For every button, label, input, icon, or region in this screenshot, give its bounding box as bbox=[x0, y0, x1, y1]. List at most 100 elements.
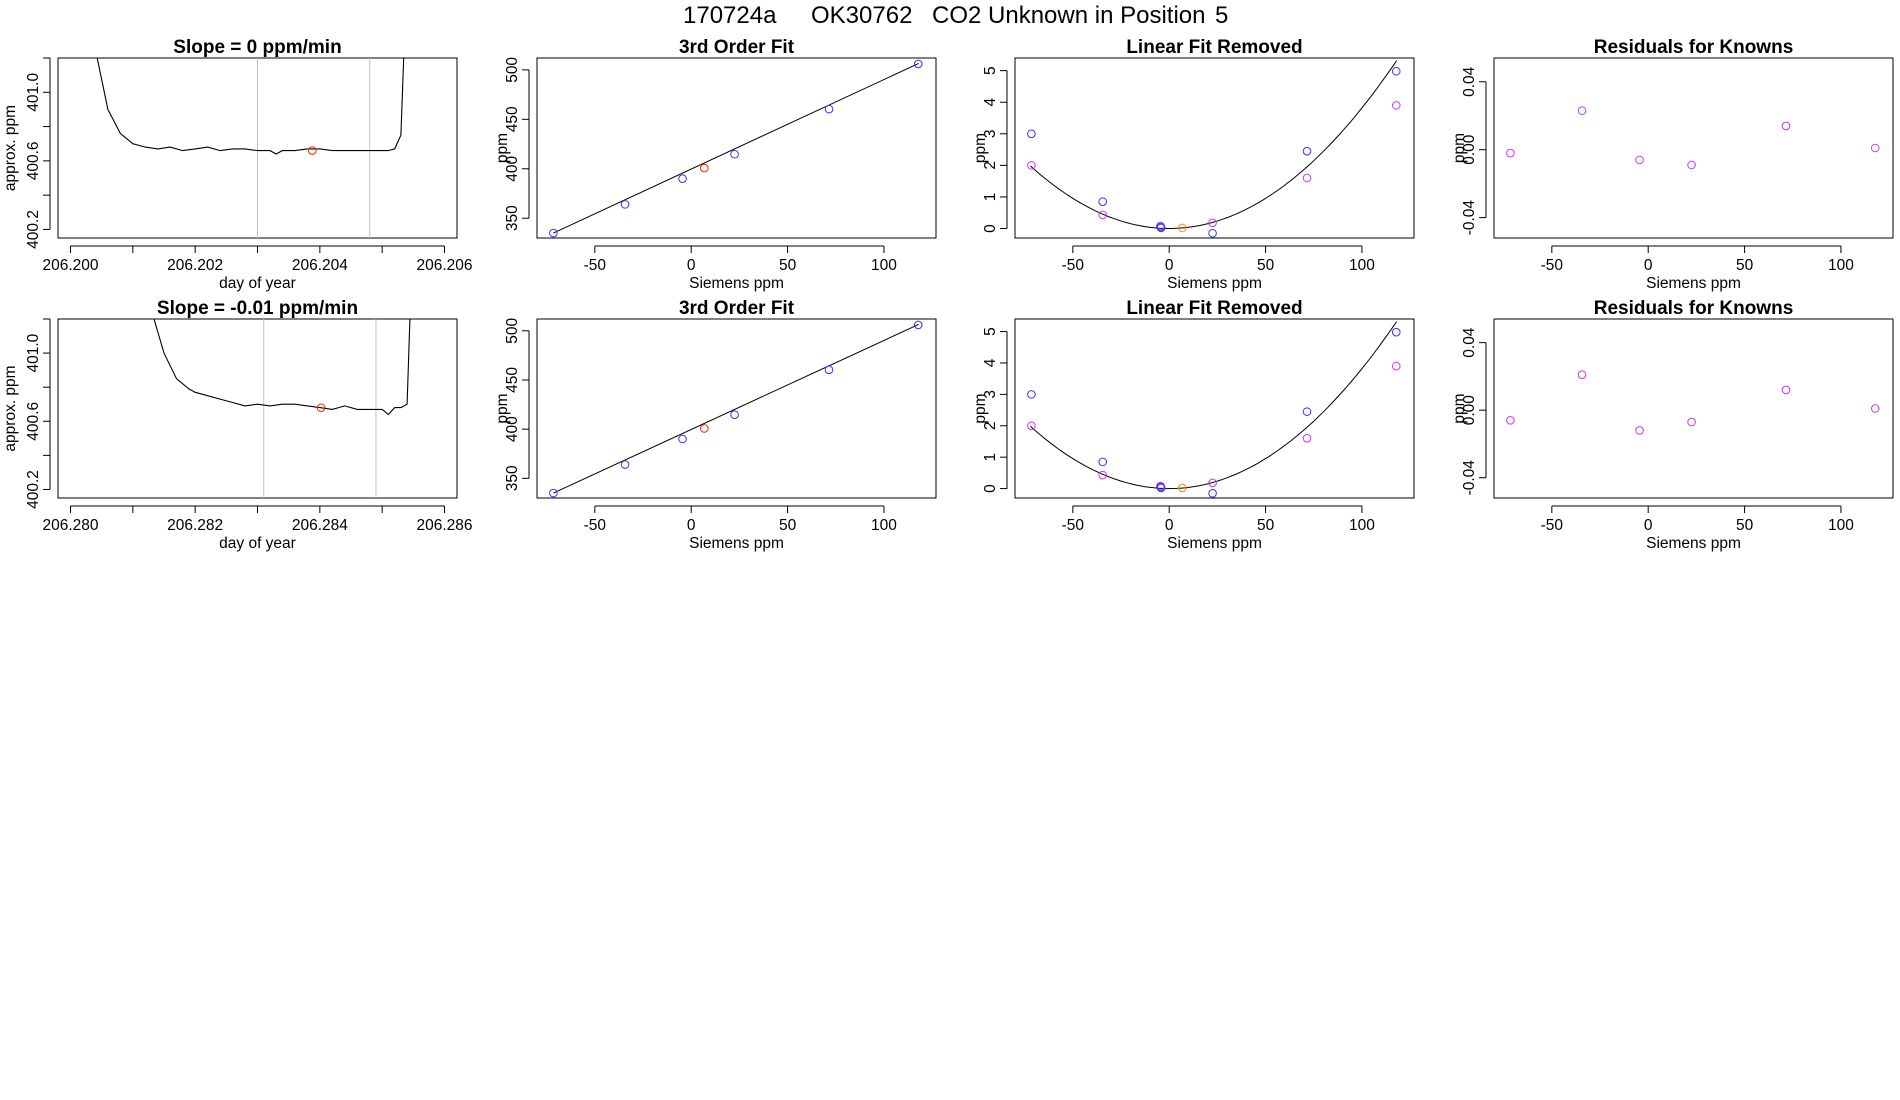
standard-point-blue bbox=[1391, 327, 1401, 337]
trace-series-line bbox=[153, 319, 411, 416]
x-axis-label: Siemens ppm bbox=[1646, 275, 1741, 292]
unknown-point-red bbox=[700, 424, 709, 433]
x-tick-label: 206.280 bbox=[42, 517, 98, 534]
standard-point-magenta bbox=[1302, 434, 1312, 443]
y-axis-label: ppm bbox=[494, 133, 511, 163]
chart-fit-row2: 3rd Order Fit -50 0 50 100 Siemens ppm 350 400 4… bbox=[494, 298, 937, 552]
x-tick-label: -50 bbox=[584, 257, 607, 274]
y-tick-label: 3 bbox=[982, 390, 999, 399]
y-tick-label: 400 bbox=[504, 416, 521, 442]
unknown-point-orange bbox=[1178, 223, 1187, 233]
y-tick-label: 400 bbox=[504, 155, 521, 181]
standard-point-magenta bbox=[1506, 416, 1515, 425]
standard-point-blue bbox=[913, 320, 923, 330]
y-axis-label: ppm bbox=[1451, 133, 1468, 163]
y-tick-label: 400.6 bbox=[25, 141, 42, 180]
x-tick-label: 0 bbox=[1165, 517, 1174, 534]
y-tick-label: 401.0 bbox=[25, 333, 42, 372]
standard-point-magenta bbox=[1506, 148, 1515, 158]
standard-point-magenta bbox=[1098, 210, 1108, 220]
x-tick-label: -50 bbox=[1062, 257, 1085, 274]
standard-point-magenta bbox=[1870, 404, 1880, 413]
residual-fit-curve bbox=[1030, 60, 1398, 229]
x-tick-label: -50 bbox=[1541, 517, 1564, 534]
x-tick-label: 50 bbox=[779, 517, 797, 534]
page-title: 170724a OK30762 CO2 Unknown in Position … bbox=[0, 2, 1900, 32]
x-tick-label: 206.284 bbox=[292, 517, 348, 534]
plot-frame bbox=[1014, 318, 1415, 499]
fit-curve bbox=[553, 323, 919, 494]
data-layer bbox=[549, 59, 923, 238]
y-tick-label: 400.2 bbox=[25, 210, 42, 249]
x-axis-label: Siemens ppm bbox=[689, 275, 784, 292]
y-tick-label: 1 bbox=[982, 453, 999, 462]
y-tick-label: 350 bbox=[504, 205, 521, 231]
x-tick-label: 206.286 bbox=[417, 517, 473, 534]
x-tick-label: 206.200 bbox=[42, 257, 98, 274]
chart-title: Residuals for Knowns bbox=[1594, 298, 1794, 319]
chart-title: 3rd Order Fit bbox=[679, 37, 795, 58]
y-tick-label: 400.6 bbox=[25, 402, 42, 441]
plot-frame bbox=[536, 318, 937, 499]
x-tick-label: 100 bbox=[1828, 257, 1854, 274]
standard-point-magenta bbox=[1098, 470, 1108, 480]
x-tick-label: 100 bbox=[1828, 517, 1854, 534]
x-tick-label: 50 bbox=[1257, 257, 1275, 274]
x-tick-label: 0 bbox=[687, 517, 696, 534]
standard-point-magenta bbox=[1208, 478, 1217, 488]
chart-title: Slope = -0.01 ppm/min bbox=[157, 298, 358, 319]
data-layer bbox=[1027, 321, 1401, 498]
standard-point-blue bbox=[1027, 129, 1036, 139]
standard-point-magenta bbox=[1391, 361, 1401, 371]
standard-point-blue bbox=[1391, 66, 1401, 76]
standard-point-blue bbox=[549, 228, 558, 238]
y-axis-label: ppm bbox=[972, 133, 989, 163]
plot-frame bbox=[57, 318, 458, 499]
y-tick-label: 500 bbox=[504, 317, 521, 343]
standard-point-magenta bbox=[1870, 143, 1880, 153]
chart-title: 3rd Order Fit bbox=[679, 298, 795, 319]
y-axis-label: approx. ppm bbox=[2, 105, 19, 191]
y-tick-label: 0.04 bbox=[1461, 66, 1478, 97]
x-tick-label: 100 bbox=[871, 517, 897, 534]
x-tick-label: 206.282 bbox=[167, 517, 223, 534]
standard-point-magenta bbox=[1302, 173, 1312, 183]
standard-point-blue bbox=[1027, 390, 1036, 399]
fit-curve bbox=[553, 62, 919, 234]
y-tick-label: 0 bbox=[982, 224, 999, 233]
standard-point-magenta bbox=[1687, 417, 1696, 427]
standard-point-blue bbox=[620, 200, 630, 209]
x-tick-label: 50 bbox=[779, 257, 797, 274]
data-layer bbox=[153, 319, 411, 498]
plot-frame bbox=[1014, 57, 1415, 239]
y-tick-label: 4 bbox=[982, 98, 999, 107]
plot-frame bbox=[536, 57, 937, 239]
standard-point-magenta bbox=[1391, 101, 1401, 110]
standard-point-magenta bbox=[1208, 218, 1217, 228]
y-tick-label: 401.0 bbox=[25, 73, 42, 112]
y-axis-label: approx. ppm bbox=[2, 365, 19, 451]
title-description: CO2 Unknown in Position bbox=[932, 2, 1206, 29]
standard-point-blue bbox=[678, 434, 687, 444]
plot-frame bbox=[1493, 318, 1894, 499]
y-tick-label: 400.2 bbox=[25, 470, 42, 509]
standard-point-blue bbox=[1156, 483, 1166, 493]
chart-title: Linear Fit Removed bbox=[1126, 298, 1302, 319]
y-tick-label: -0.04 bbox=[1461, 200, 1478, 236]
y-tick-label: 3 bbox=[982, 129, 999, 138]
residual-fit-curve bbox=[1030, 321, 1398, 490]
data-layer bbox=[96, 58, 405, 238]
chart-title: Slope = 0 ppm/min bbox=[173, 37, 341, 58]
x-axis-label: Siemens ppm bbox=[1167, 535, 1262, 552]
x-axis-label: Siemens ppm bbox=[1167, 275, 1262, 292]
x-tick-label: 0 bbox=[1644, 517, 1653, 534]
standard-point-blue bbox=[678, 174, 687, 183]
data-layer bbox=[549, 320, 923, 498]
standard-point-blue bbox=[1156, 223, 1166, 233]
standard-point-magenta bbox=[1781, 121, 1791, 131]
y-tick-label: 500 bbox=[504, 57, 521, 83]
trace-series-line bbox=[96, 58, 405, 155]
sample-mean-point bbox=[308, 146, 317, 155]
